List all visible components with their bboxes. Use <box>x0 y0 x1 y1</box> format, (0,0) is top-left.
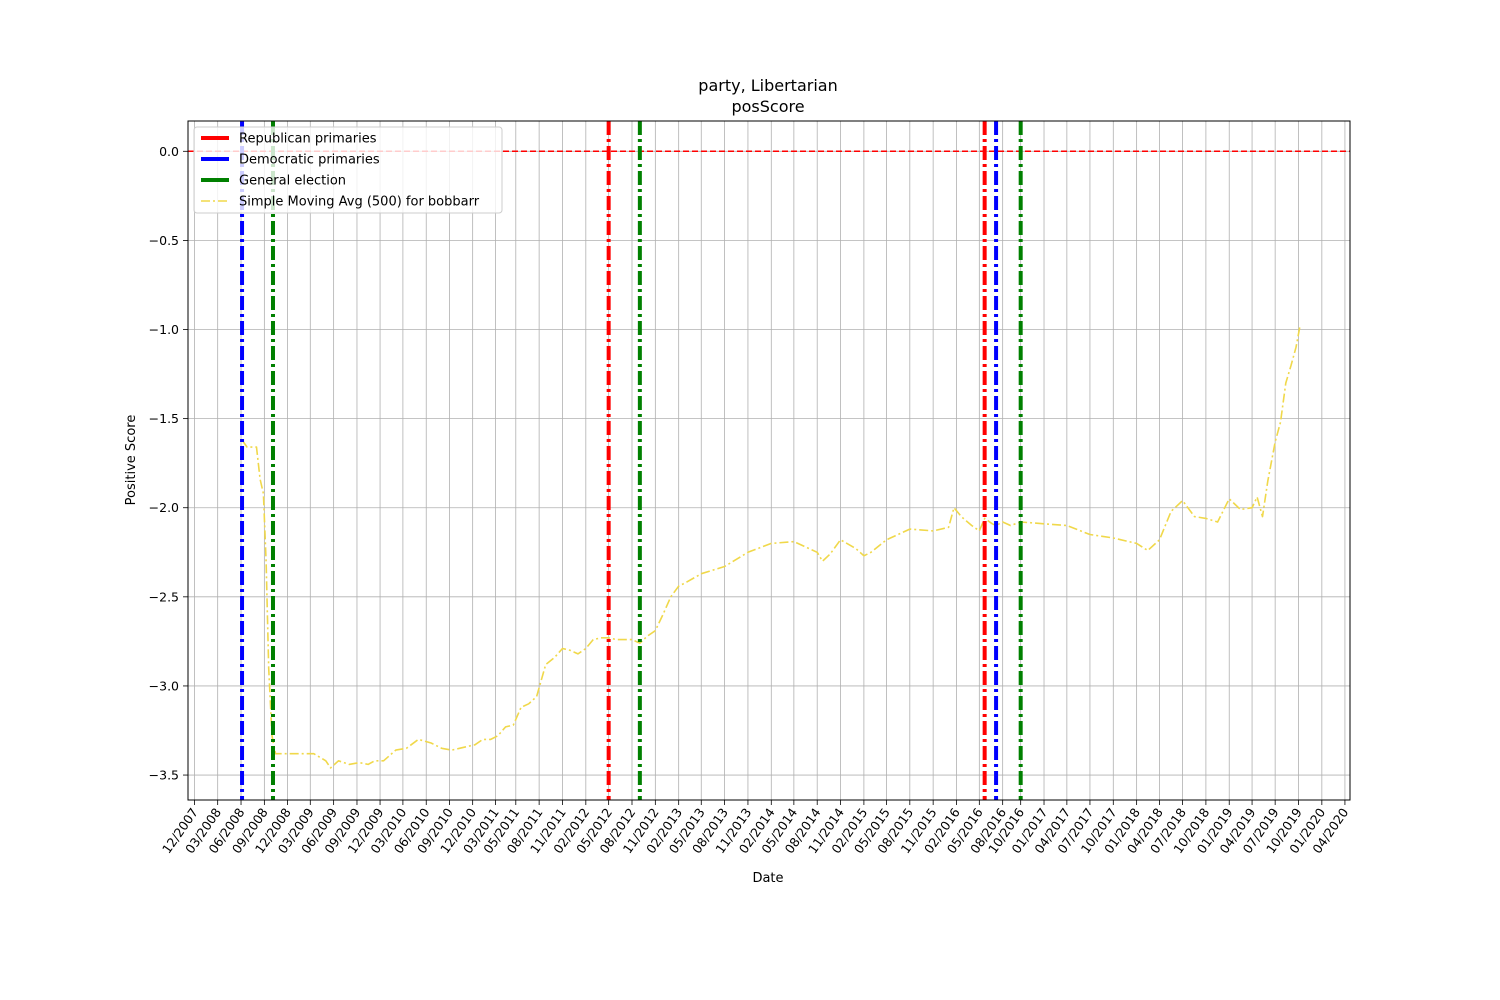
legend-box <box>193 126 503 214</box>
y-tick-label: −0.5 <box>149 233 179 248</box>
y-tick-label: −2.0 <box>149 500 179 515</box>
chart-title: party, Libertarian <box>698 76 837 95</box>
x-axis-ticks: 12/200703/200806/200809/200812/200803/20… <box>159 800 1351 856</box>
y-tick-label: −3.0 <box>149 678 179 693</box>
legend-label: Republican primaries <box>239 132 377 147</box>
y-axis-label: Positive Score <box>124 415 139 506</box>
legend-label: Democratic primaries <box>239 153 380 168</box>
y-tick-label: −3.5 <box>149 768 179 783</box>
y-axis-ticks: 0.0 −0.5 −1.0 −1.5 −2.0 −2.5 −3.0 −3.5 <box>149 144 188 783</box>
chart-subtitle: posScore <box>731 97 804 116</box>
y-tick-label: −2.5 <box>149 589 179 604</box>
legend-label: General election <box>239 174 346 189</box>
y-tick-label: −1.5 <box>149 411 179 426</box>
x-axis-label: Date <box>752 871 783 886</box>
legend: Republican primaries Democratic primaries… <box>193 126 503 214</box>
legend-label: Simple Moving Avg (500) for bobbarr <box>239 195 480 210</box>
plot-frame <box>187 120 1351 801</box>
y-tick-label: 0.0 <box>159 144 179 159</box>
series-lines <box>241 325 1301 769</box>
grid <box>188 121 1350 800</box>
series-line-moving-avg <box>241 325 1301 769</box>
y-tick-label: −1.0 <box>149 322 179 337</box>
event-lines <box>240 121 1023 800</box>
